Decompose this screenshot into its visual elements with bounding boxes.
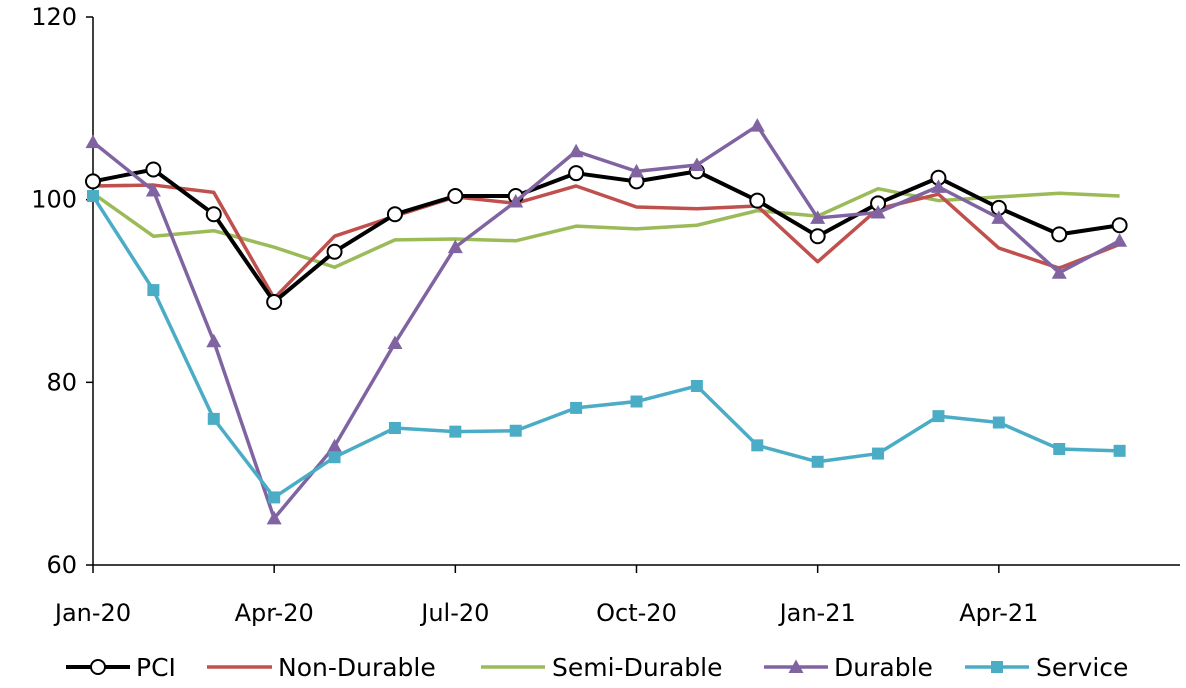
- data-point-service: [1053, 443, 1066, 456]
- data-point-service: [872, 447, 885, 460]
- legend-entry-non-durable: Non-Durable: [207, 653, 436, 682]
- data-point-pci: [1051, 226, 1068, 243]
- data-point-durable: [327, 438, 343, 453]
- x-axis-ticks: Jan-20 Apr-20 Jul-20 Oct-20 Jan-21 Apr-21: [53, 565, 1038, 627]
- data-point-durable: [508, 193, 524, 208]
- series-semi-durable: [91, 186, 1120, 270]
- legend-label: Non-Durable: [278, 653, 436, 682]
- legend-label: Durable: [834, 653, 933, 682]
- data-point-durable: [145, 183, 161, 197]
- x-tick-label: Jan-21: [778, 599, 856, 627]
- data-point-service: [1113, 444, 1126, 457]
- legend-label: Semi-Durable: [552, 653, 722, 682]
- data-point-pci: [1111, 217, 1128, 234]
- data-point-pci: [447, 188, 464, 205]
- axes: [92, 17, 1180, 566]
- data-point-durable: [266, 510, 282, 525]
- series-line-pci: [92, 167, 1120, 304]
- x-tick-label: Jul-20: [419, 599, 489, 627]
- x-tick-label: Oct-20: [596, 599, 677, 627]
- data-point-durable: [870, 204, 886, 219]
- y-tick-label: 120: [31, 3, 77, 31]
- series-line-non-durable: [92, 183, 1121, 301]
- data-point-service: [147, 284, 160, 297]
- legend: PCI Non-Durable Semi-Durable Durable Service: [66, 653, 1128, 682]
- data-point-durable: [689, 157, 705, 171]
- x-tick-label: Apr-20: [235, 599, 314, 627]
- series-line-service: [91, 195, 1120, 500]
- series-line-semi-durable: [91, 186, 1120, 270]
- data-point-durable: [629, 163, 644, 178]
- data-point-service: [449, 425, 462, 438]
- data-point-pci: [568, 165, 585, 182]
- data-point-durable: [991, 210, 1007, 224]
- legend-entry-pci: PCI: [66, 653, 176, 682]
- y-tick-label: 60: [46, 551, 77, 579]
- data-point-durable: [206, 333, 222, 348]
- series-layer: [85, 118, 1128, 525]
- data-point-service: [87, 190, 99, 203]
- legend-entry-durable: Durable: [764, 653, 933, 682]
- data-point-service: [328, 451, 341, 464]
- legend-entry-semi-durable: Semi-Durable: [481, 653, 722, 682]
- series-non-durable: [92, 183, 1121, 301]
- data-point-durable: [930, 179, 946, 193]
- x-tick-label: Jan-20: [53, 599, 131, 627]
- data-point-service: [268, 491, 281, 504]
- data-point-pci: [145, 161, 162, 178]
- series-service: [87, 190, 1126, 504]
- data-point-durable: [447, 239, 463, 254]
- legend-label: PCI: [136, 653, 176, 682]
- data-point-durable: [568, 143, 584, 158]
- data-point-service: [388, 422, 401, 434]
- legend-marker: [788, 659, 804, 673]
- y-tick-label: 100: [31, 186, 77, 214]
- data-point-pci: [85, 173, 101, 190]
- data-point-service: [811, 455, 824, 468]
- data-point-service: [690, 379, 703, 392]
- data-point-service: [992, 416, 1005, 429]
- data-point-service: [630, 395, 643, 408]
- data-point-service: [932, 410, 945, 423]
- data-point-durable: [1112, 233, 1128, 247]
- x-tick-label: Apr-21: [959, 599, 1038, 627]
- y-axis-ticks: 60 80 100 120: [31, 3, 93, 579]
- data-point-pci: [809, 228, 826, 245]
- data-point-service: [751, 439, 764, 452]
- data-point-service: [207, 412, 220, 425]
- data-point-pci: [386, 206, 403, 223]
- legend-entry-service: Service: [965, 653, 1128, 682]
- series-durable: [85, 118, 1128, 525]
- data-point-pci: [266, 293, 283, 310]
- data-point-durable: [85, 134, 101, 149]
- legend-marker: [991, 661, 1003, 673]
- data-point-pci: [749, 192, 766, 209]
- series-pci: [85, 161, 1128, 310]
- data-point-service: [570, 401, 583, 414]
- y-tick-label: 80: [46, 368, 77, 396]
- data-point-pci: [326, 243, 343, 260]
- data-point-service: [509, 424, 522, 437]
- data-point-durable: [387, 335, 403, 350]
- data-point-durable: [749, 118, 765, 132]
- legend-label: Service: [1036, 653, 1128, 682]
- data-point-durable: [810, 210, 826, 224]
- data-point-durable: [1051, 265, 1067, 279]
- data-point-pci: [205, 206, 222, 223]
- series-line-durable: [91, 123, 1121, 521]
- legend-marker: [90, 659, 106, 675]
